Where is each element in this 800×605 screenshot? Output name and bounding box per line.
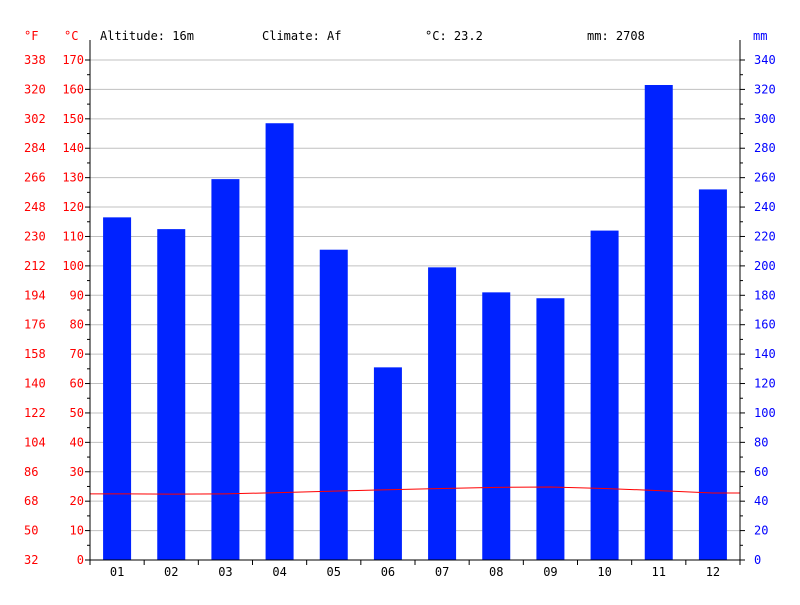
mm-tick-label: 180 [754, 288, 776, 302]
mm-tick-label: 200 [754, 259, 776, 273]
precip-bar [319, 249, 348, 561]
mm-tick-label: 320 [754, 82, 776, 96]
celsius-tick-label: 80 [70, 318, 84, 332]
celsius-tick-label: 30 [70, 465, 84, 479]
precip-bar [157, 229, 186, 560]
month-label: 05 [327, 565, 341, 579]
mm-tick-label: 300 [754, 112, 776, 126]
fahrenheit-tick-label: 302 [24, 112, 46, 126]
celsius-tick-label: 40 [70, 435, 84, 449]
mm-tick-label: 60 [754, 465, 768, 479]
month-label: 07 [435, 565, 449, 579]
mm-tick-label: 40 [754, 494, 768, 508]
celsius-tick-label: 120 [62, 200, 84, 214]
fahrenheit-tick-label: 284 [24, 141, 46, 155]
mm-tick-label: 160 [754, 318, 776, 332]
mm-tick-label: 220 [754, 229, 776, 243]
fahrenheit-tick-label: 230 [24, 229, 46, 243]
precip-bar [644, 85, 673, 560]
fahrenheit-tick-label: 266 [24, 171, 46, 185]
celsius-unit-label: °C [64, 29, 78, 43]
tick-labels: 0102030405060708090100110120130140150160… [24, 53, 776, 579]
fahrenheit-tick-label: 248 [24, 200, 46, 214]
temperature-line [90, 486, 740, 495]
celsius-tick-label: 0 [77, 553, 84, 567]
month-label: 03 [218, 565, 232, 579]
celsius-tick-label: 70 [70, 347, 84, 361]
month-label: 11 [652, 565, 666, 579]
precip-bar [482, 292, 511, 560]
mm-tick-label: 340 [754, 53, 776, 67]
month-label: 08 [489, 565, 503, 579]
celsius-tick-label: 50 [70, 406, 84, 420]
mm-tick-label: 100 [754, 406, 776, 420]
header-altitude: Altitude: 16m [100, 29, 194, 43]
month-label: 02 [164, 565, 178, 579]
mm-tick-label: 240 [754, 200, 776, 214]
fahrenheit-tick-label: 68 [24, 494, 38, 508]
precip-bar [373, 367, 402, 560]
precip-bar [536, 298, 565, 560]
precip-bar [428, 267, 457, 560]
celsius-tick-label: 140 [62, 141, 84, 155]
precip-bar [590, 230, 619, 560]
fahrenheit-unit-label: °F [24, 29, 38, 43]
month-label: 06 [381, 565, 395, 579]
temperature-line-group [90, 486, 740, 495]
celsius-tick-label: 100 [62, 259, 84, 273]
month-label: 12 [706, 565, 720, 579]
celsius-tick-label: 130 [62, 171, 84, 185]
month-label: 09 [543, 565, 557, 579]
fahrenheit-tick-label: 194 [24, 288, 46, 302]
fahrenheit-tick-label: 158 [24, 347, 46, 361]
fahrenheit-tick-label: 176 [24, 318, 46, 332]
celsius-tick-label: 160 [62, 82, 84, 96]
precip-bar [698, 189, 727, 561]
fahrenheit-tick-label: 338 [24, 53, 46, 67]
fahrenheit-tick-label: 32 [24, 553, 38, 567]
month-label: 04 [272, 565, 286, 579]
mm-tick-label: 80 [754, 435, 768, 449]
fahrenheit-tick-label: 50 [24, 524, 38, 538]
celsius-tick-label: 90 [70, 288, 84, 302]
mm-tick-label: 140 [754, 347, 776, 361]
mm-tick-label: 0 [754, 553, 761, 567]
celsius-tick-label: 10 [70, 524, 84, 538]
grid-lines [90, 59, 740, 532]
mm-unit-label: mm [753, 29, 767, 43]
celsius-tick-label: 60 [70, 377, 84, 391]
month-label: 10 [597, 565, 611, 579]
mm-tick-label: 260 [754, 171, 776, 185]
header-precipitation: mm: 2708 [587, 29, 645, 43]
celsius-tick-label: 110 [62, 229, 84, 243]
mm-tick-label: 20 [754, 524, 768, 538]
precipitation-bars [103, 85, 727, 561]
month-label: 01 [110, 565, 124, 579]
mm-tick-label: 280 [754, 141, 776, 155]
axes [85, 40, 745, 565]
precip-bar [103, 217, 132, 560]
fahrenheit-tick-label: 320 [24, 82, 46, 96]
precip-bar [265, 123, 294, 560]
precip-bar [211, 179, 240, 560]
celsius-tick-label: 170 [62, 53, 84, 67]
celsius-tick-label: 150 [62, 112, 84, 126]
fahrenheit-tick-label: 212 [24, 259, 46, 273]
celsius-tick-label: 20 [70, 494, 84, 508]
fahrenheit-tick-label: 140 [24, 377, 46, 391]
header-temperature: °C: 23.2 [425, 29, 483, 43]
fahrenheit-tick-label: 86 [24, 465, 38, 479]
header-climate: Climate: Af [262, 29, 341, 43]
fahrenheit-tick-label: 122 [24, 406, 46, 420]
fahrenheit-tick-label: 104 [24, 435, 46, 449]
mm-tick-label: 120 [754, 377, 776, 391]
